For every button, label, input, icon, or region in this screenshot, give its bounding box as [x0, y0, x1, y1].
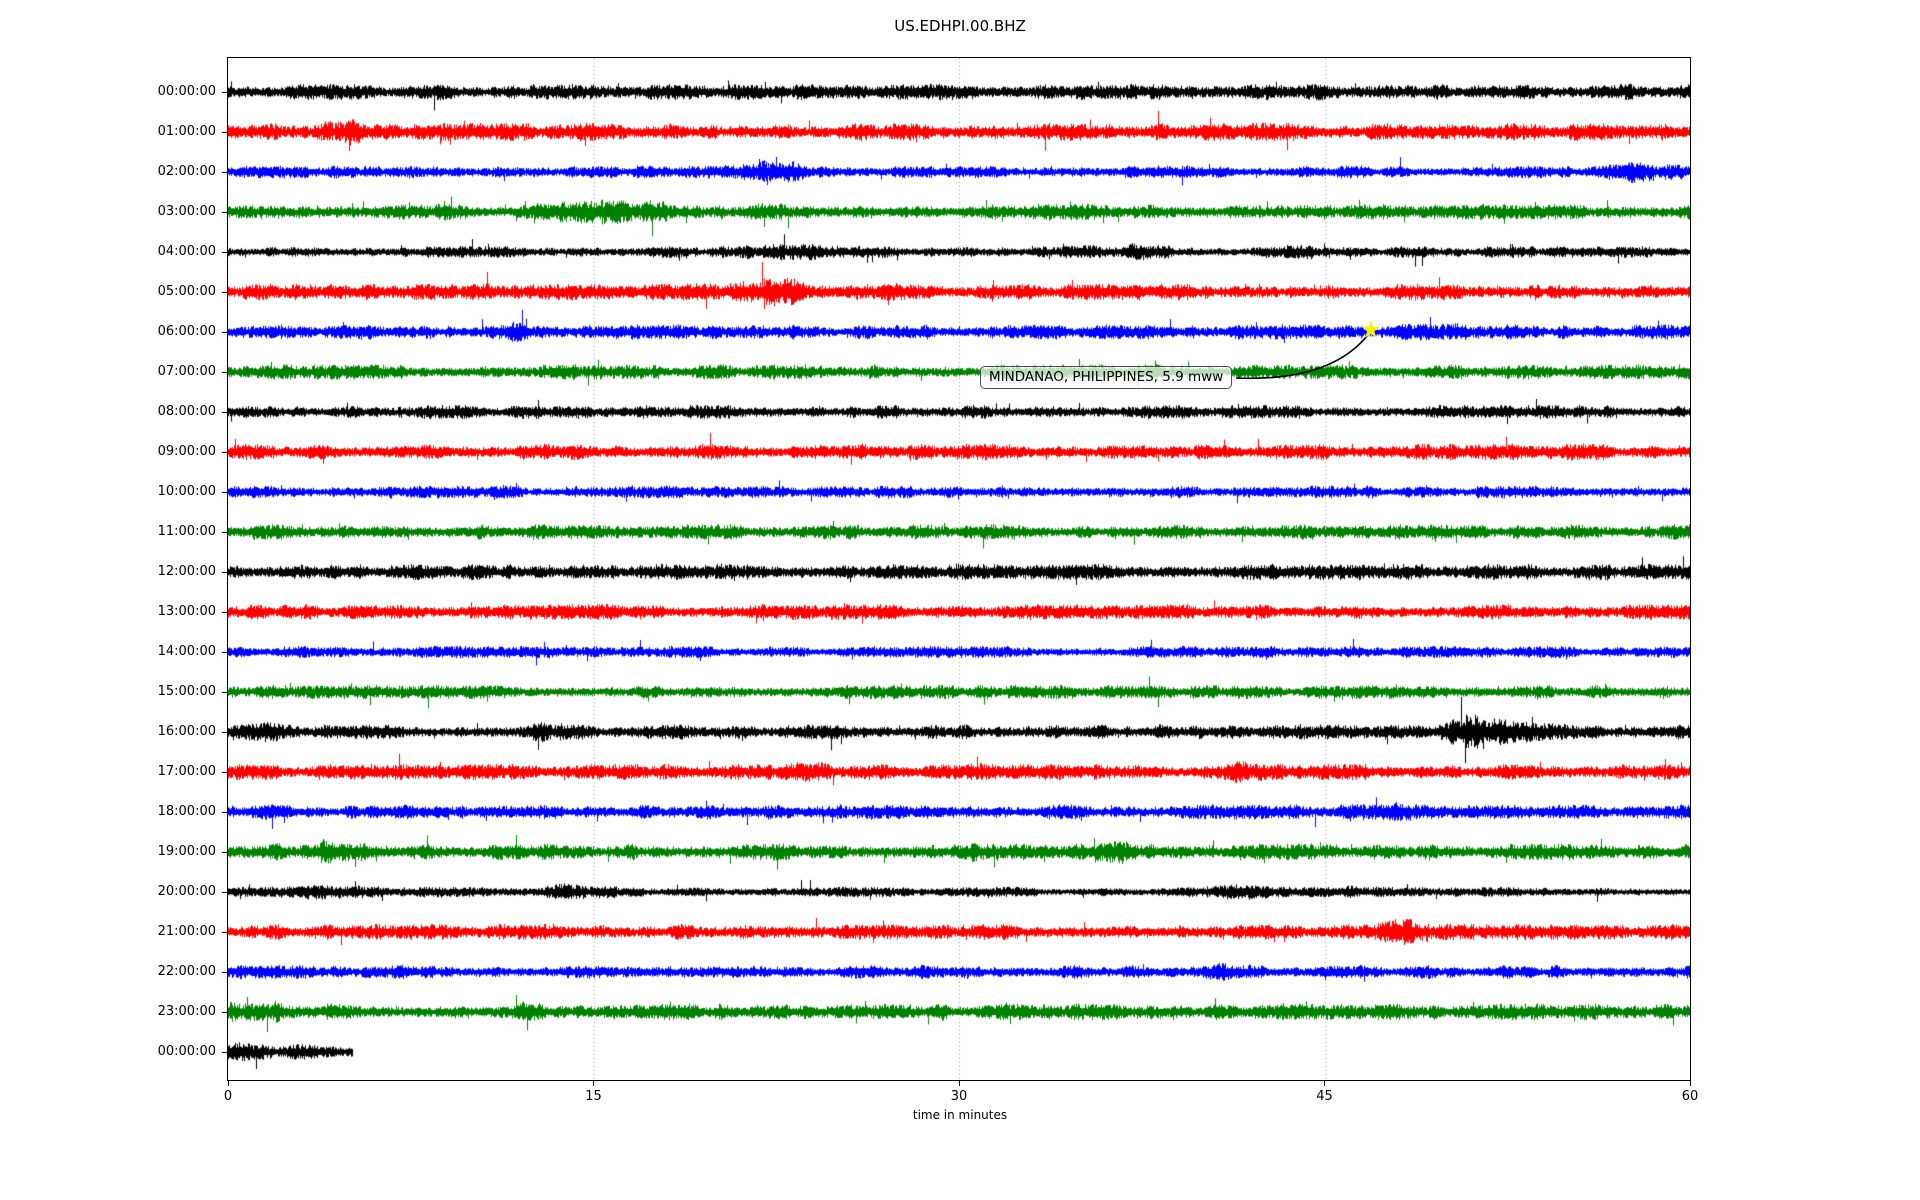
y-tick-label: 01:00:00 [157, 124, 216, 139]
y-tick-mark [222, 891, 228, 893]
x-tick-mark [227, 1080, 229, 1086]
seismogram-canvas [227, 57, 1690, 1080]
y-tick-label: 07:00:00 [157, 364, 216, 379]
plot-area [226, 56, 1691, 1081]
y-tick-label: 00:00:00 [157, 84, 216, 99]
y-tick-label: 14:00:00 [157, 644, 216, 659]
y-tick-mark [222, 411, 228, 413]
x-tick-label: 30 [950, 1089, 968, 1104]
x-tick-mark [1324, 1080, 1326, 1086]
y-tick-mark [222, 571, 228, 573]
y-tick-mark [222, 1011, 228, 1013]
y-tick-label: 19:00:00 [157, 844, 216, 859]
y-tick-mark [222, 131, 228, 133]
y-tick-label: 10:00:00 [157, 484, 216, 499]
x-tick-label: 15 [585, 1089, 602, 1104]
y-tick-mark [222, 491, 228, 493]
x-tick-label: 45 [1316, 1089, 1333, 1104]
y-tick-label: 20:00:00 [157, 884, 216, 899]
y-tick-label: 05:00:00 [157, 284, 216, 299]
y-tick-mark [222, 531, 228, 533]
y-tick-label: 23:00:00 [157, 1004, 216, 1019]
y-tick-label: 13:00:00 [157, 604, 216, 619]
y-tick-mark [222, 811, 228, 813]
y-tick-mark [222, 331, 228, 333]
x-tick-mark [593, 1080, 595, 1086]
y-tick-mark [222, 211, 228, 213]
y-tick-mark [222, 171, 228, 173]
y-tick-label: 03:00:00 [157, 204, 216, 219]
y-tick-mark [222, 971, 228, 973]
chart-title: US.EDHPI.00.BHZ [894, 17, 1026, 35]
y-tick-mark [222, 371, 228, 373]
y-tick-label: 16:00:00 [157, 724, 216, 739]
y-tick-mark [222, 771, 228, 773]
y-tick-mark [222, 451, 228, 453]
x-tick-mark [958, 1080, 960, 1086]
y-tick-label: 18:00:00 [157, 804, 216, 819]
x-tick-label: 60 [1681, 1089, 1699, 1104]
y-tick-label: 00:00:00 [157, 1044, 216, 1059]
x-tick-label: 0 [223, 1089, 233, 1104]
y-tick-label: 08:00:00 [157, 404, 216, 419]
x-tick-mark [1689, 1080, 1691, 1086]
y-tick-mark [222, 1051, 228, 1053]
y-tick-label: 11:00:00 [157, 524, 216, 539]
y-tick-mark [222, 731, 228, 733]
event-annotation-box: MINDANAO, PHILIPPINES, 5.9 mww [980, 366, 1233, 389]
y-tick-label: 21:00:00 [157, 924, 216, 939]
y-tick-mark [222, 651, 228, 653]
y-tick-mark [222, 91, 228, 93]
y-tick-mark [222, 611, 228, 613]
y-tick-mark [222, 851, 228, 853]
event-annotation-text: MINDANAO, PHILIPPINES, 5.9 mww [989, 369, 1224, 385]
y-tick-mark [222, 291, 228, 293]
y-tick-mark [222, 931, 228, 933]
x-axis-label: time in minutes [912, 1108, 1008, 1122]
y-tick-mark [222, 691, 228, 693]
y-tick-label: 06:00:00 [157, 324, 216, 339]
y-tick-label: 02:00:00 [157, 164, 216, 179]
y-tick-label: 09:00:00 [157, 444, 216, 459]
y-tick-mark [222, 251, 228, 253]
y-tick-label: 22:00:00 [157, 964, 216, 979]
y-tick-label: 15:00:00 [157, 684, 216, 699]
y-tick-label: 17:00:00 [157, 764, 216, 779]
y-tick-label: 12:00:00 [157, 564, 216, 579]
y-tick-label: 04:00:00 [157, 244, 216, 259]
